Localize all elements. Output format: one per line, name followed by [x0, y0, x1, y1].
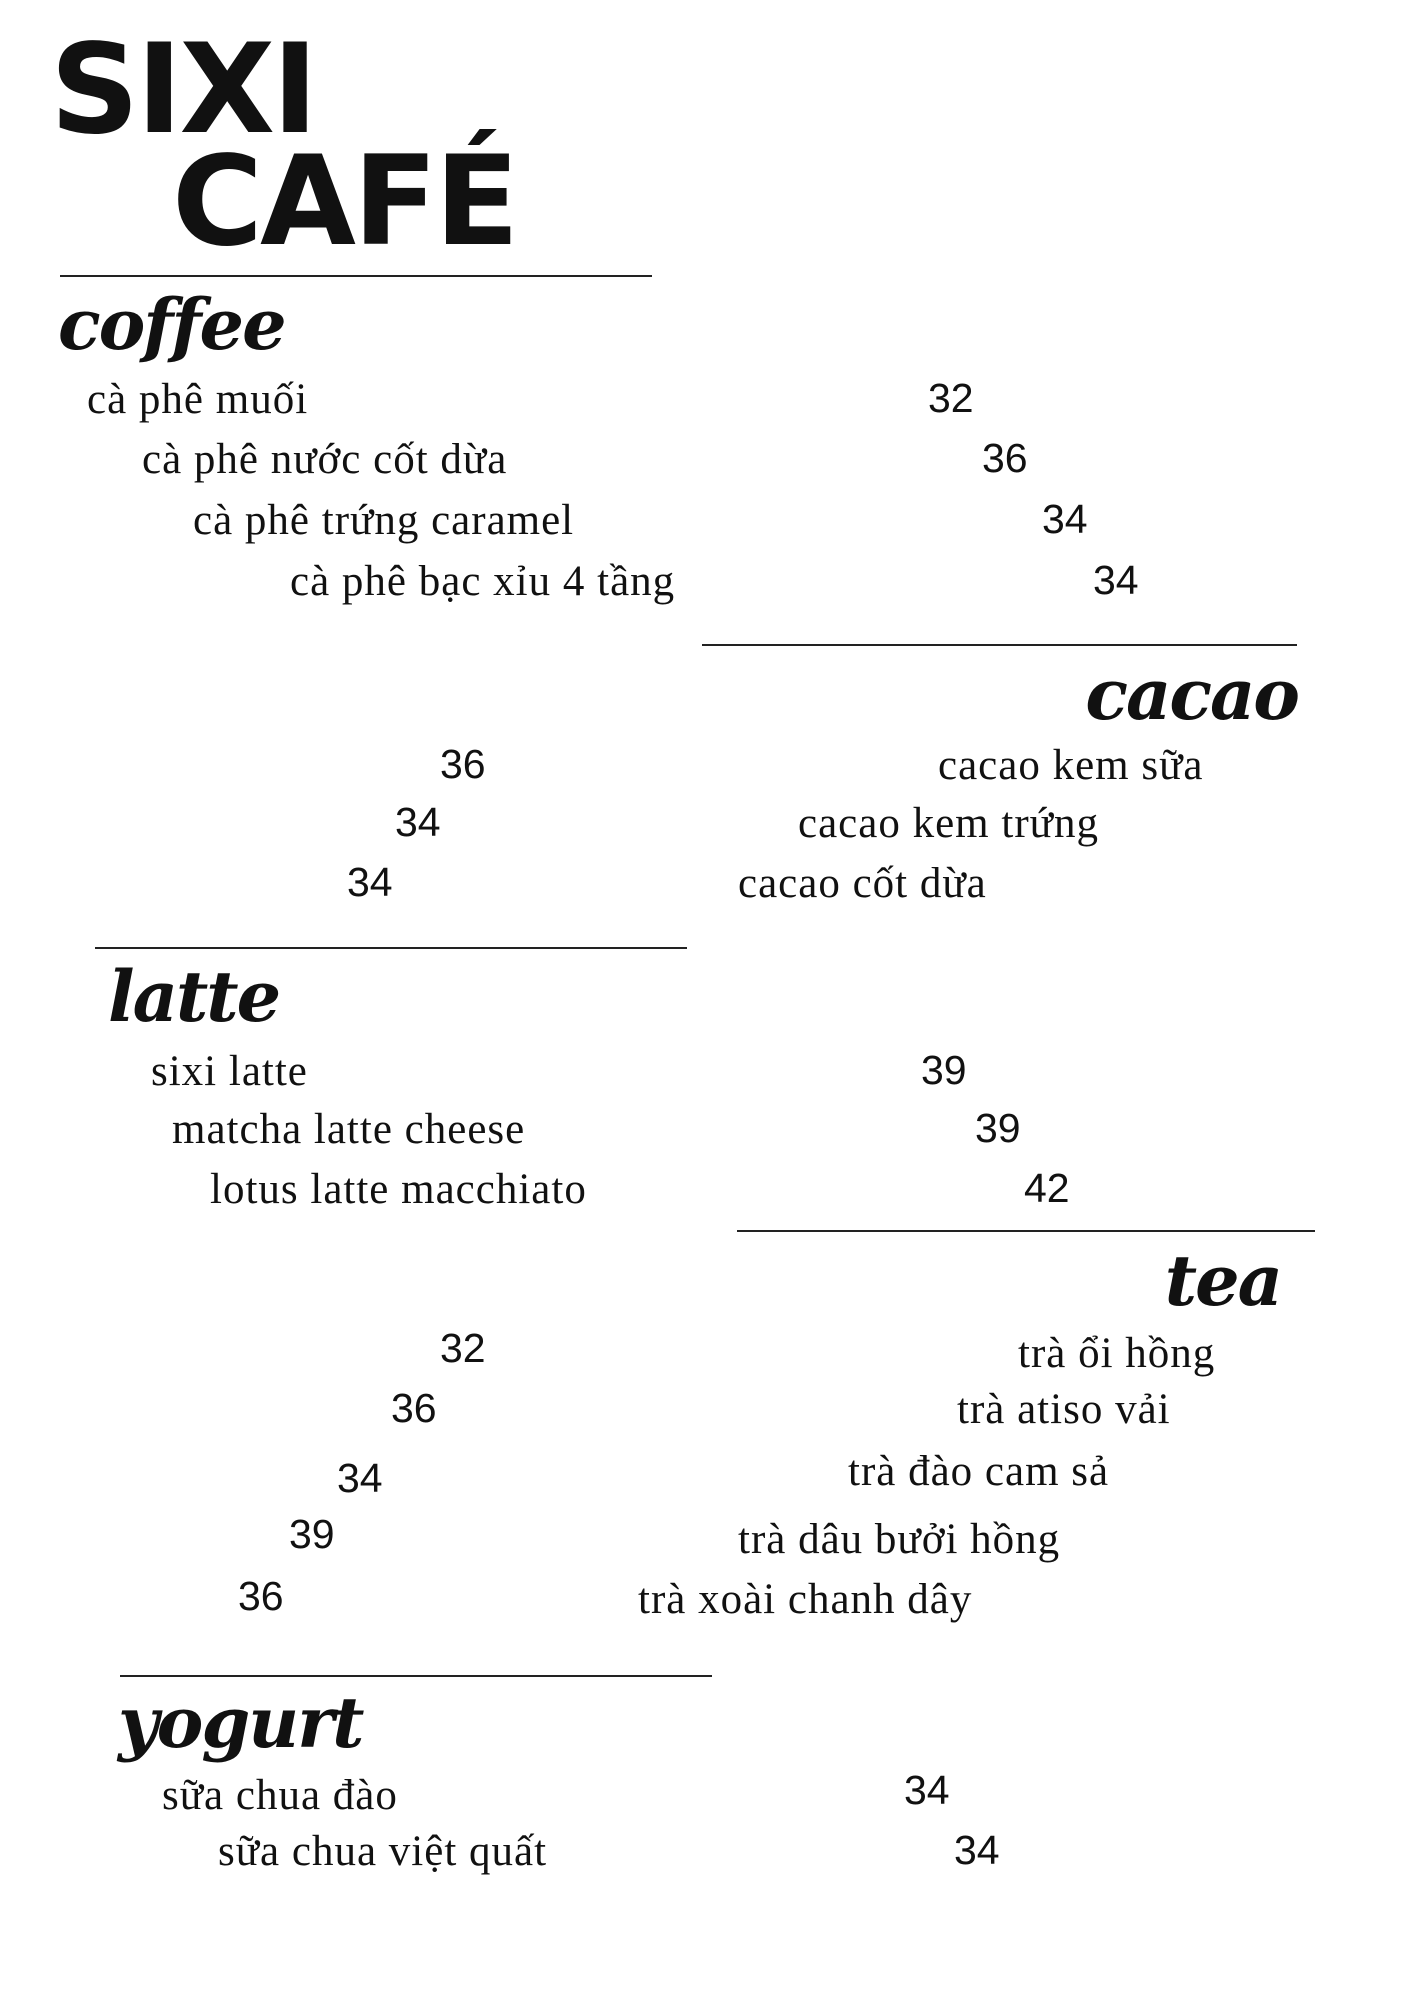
menu-item-name: trà atiso vải: [957, 1386, 1171, 1433]
divider: [702, 644, 1297, 646]
menu-item-price: 36: [440, 741, 486, 787]
divider: [60, 275, 652, 277]
menu-item-name: sixi latte: [151, 1048, 308, 1095]
cafe-title-line1: SIXI: [50, 18, 318, 162]
menu-item-price: 34: [347, 859, 393, 905]
menu-item-name: cacao cốt dừa: [738, 860, 987, 907]
menu-item-price: 34: [904, 1767, 950, 1813]
menu-item-price: 32: [440, 1325, 486, 1371]
menu-item-price: 34: [337, 1455, 383, 1501]
menu-item-price: 39: [975, 1105, 1021, 1151]
menu-item-name: cacao kem trứng: [798, 800, 1099, 847]
menu-item-name: lotus latte macchiato: [210, 1166, 587, 1213]
menu-item-name: cà phê nước cốt dừa: [142, 436, 508, 483]
section-title: cacao: [1085, 653, 1300, 736]
section-title: latte: [108, 955, 281, 1038]
menu-item-price: 34: [1093, 557, 1139, 603]
menu-item-name: cacao kem sữa: [938, 742, 1204, 789]
menu-item-price: 39: [921, 1047, 967, 1093]
menu-item-name: cà phê bạc xỉu 4 tầng: [290, 558, 676, 605]
section-title: tea: [1164, 1239, 1283, 1322]
menu-item-name: trà dâu bưởi hồng: [738, 1516, 1061, 1563]
menu-item-price: 36: [391, 1385, 437, 1431]
menu-item-name: trà xoài chanh dây: [638, 1576, 973, 1623]
menu-item-name: trà đào cam sả: [848, 1448, 1110, 1495]
menu-item-price: 34: [954, 1827, 1000, 1873]
menu-item-name: cà phê muối: [87, 376, 309, 423]
menu-item-price: 34: [395, 799, 441, 845]
menu-item-name: sữa chua đào: [162, 1772, 398, 1819]
divider: [95, 947, 687, 949]
menu-item-name: sữa chua việt quất: [218, 1828, 548, 1875]
menu-item-name: cà phê trứng caramel: [193, 497, 575, 544]
cafe-title-line2: CAFÉ: [172, 130, 519, 274]
menu-item-price: 36: [238, 1573, 284, 1619]
menu-item-name: matcha latte cheese: [172, 1106, 526, 1153]
divider: [737, 1230, 1315, 1232]
menu-item-name: trà ổi hồng: [1018, 1330, 1216, 1377]
menu-item-price: 34: [1042, 496, 1088, 542]
section-title: coffee: [58, 283, 287, 366]
section-title: yogurt: [118, 1681, 364, 1764]
menu-item-price: 36: [982, 435, 1028, 481]
menu-item-price: 42: [1024, 1165, 1070, 1211]
menu-item-price: 39: [289, 1511, 335, 1557]
divider: [120, 1675, 712, 1677]
menu-item-price: 32: [928, 375, 974, 421]
